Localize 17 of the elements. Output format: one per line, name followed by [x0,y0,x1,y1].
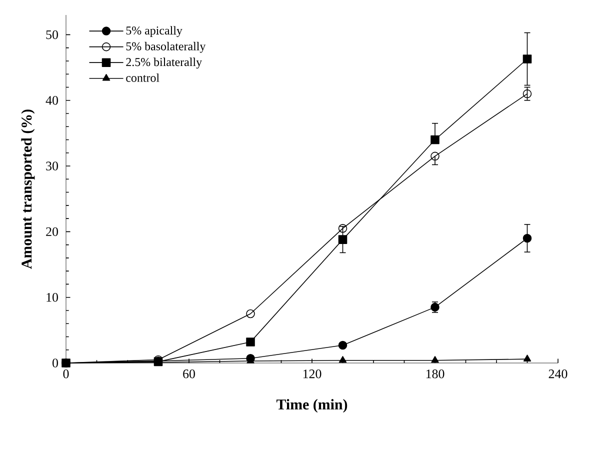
x-tick-label: 180 [426,370,444,378]
y-tick-label: 10 [46,292,58,302]
y-tick-label: 30 [46,162,58,170]
legend-label: 2.5% bilaterally [126,58,202,69]
x-axis-title: Time (min) [276,399,348,413]
y-tick-label: 20 [46,227,58,236]
y-tick-label: 0 [52,358,58,368]
y-tick-label: 40 [46,96,58,105]
y-tick-label: 50 [46,30,58,40]
x-tick-label: 120 [303,370,322,378]
x-tick-label: 60 [183,370,195,378]
x-tick-label: 240 [548,370,568,378]
x-tick-label: 0 [63,370,69,378]
legend-label: control [126,73,160,82]
legend-label: 5% apically [126,26,182,38]
legend-label: 5% basolaterally [126,42,206,53]
y-axis-title: Amount transported (%) [21,110,35,269]
